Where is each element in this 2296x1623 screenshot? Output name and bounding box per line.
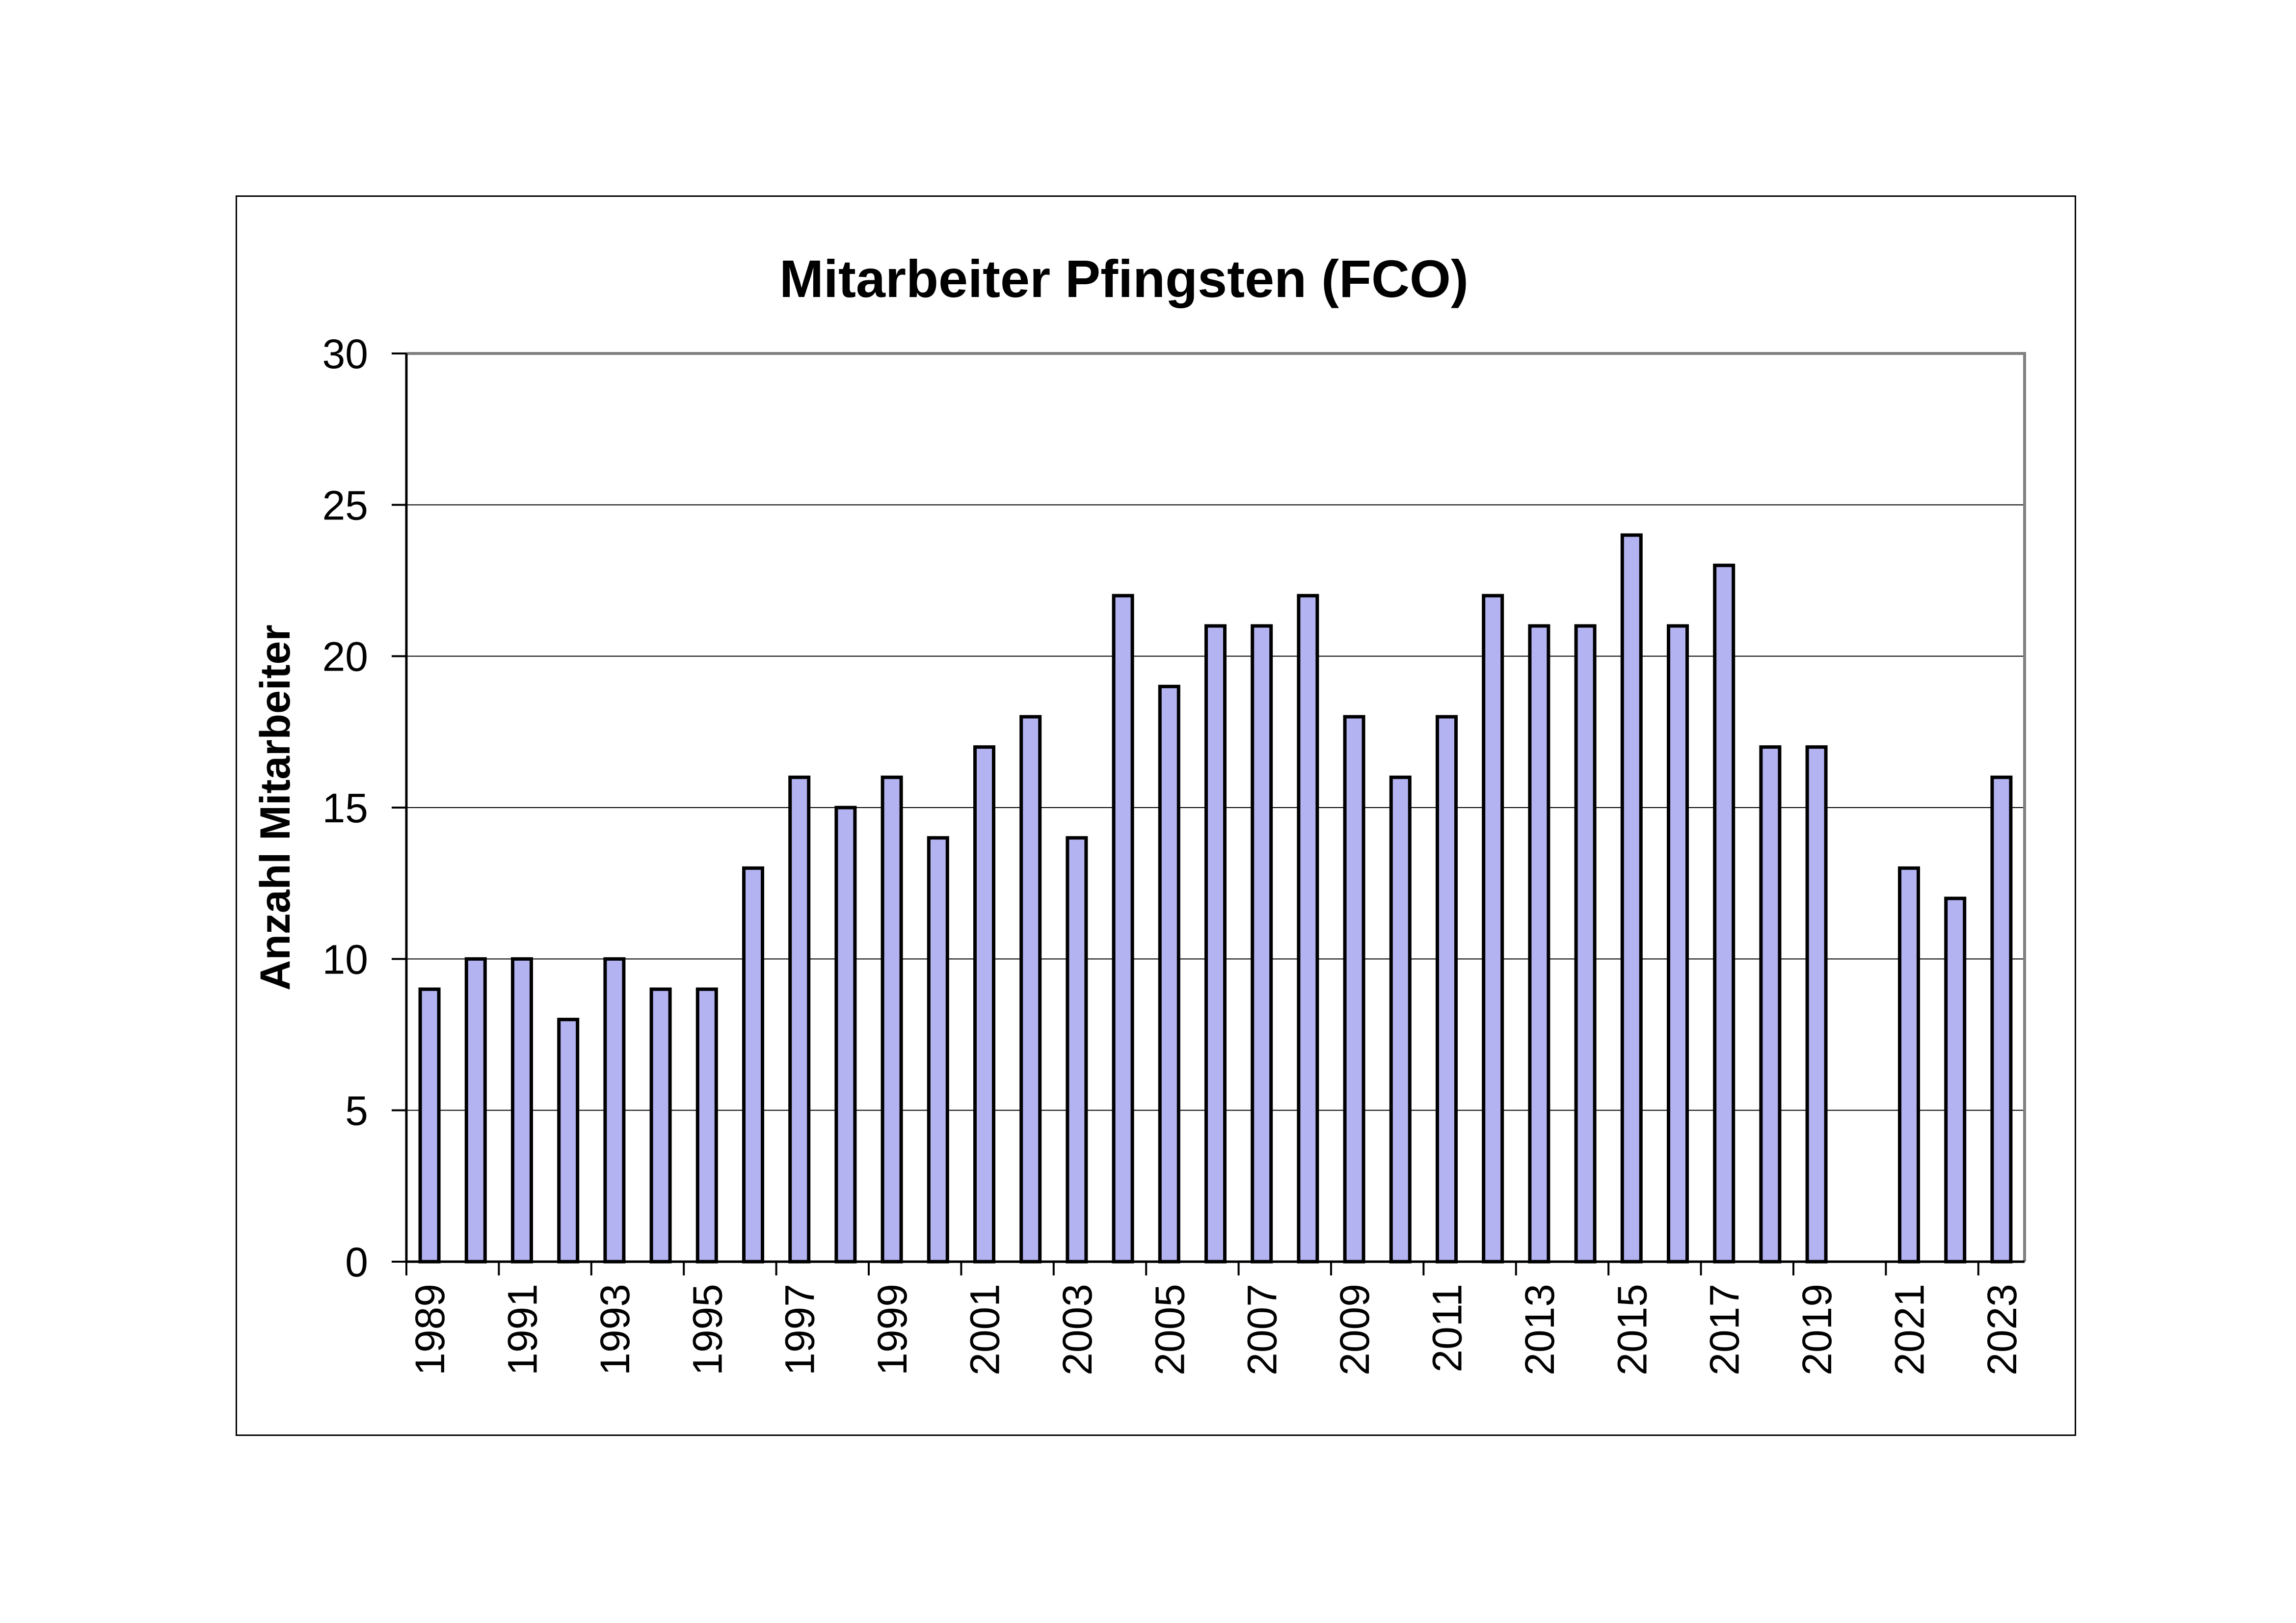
- bar: [927, 836, 949, 1264]
- bar: [511, 957, 533, 1264]
- bar: [1805, 745, 1828, 1264]
- bar: [1112, 594, 1134, 1264]
- bar: [742, 866, 764, 1264]
- x-tick-label: 2001: [962, 1284, 1008, 1376]
- x-tick-label: 2019: [1794, 1284, 1840, 1376]
- bar: [1898, 866, 1920, 1264]
- x-tick-label: 2007: [1239, 1284, 1285, 1376]
- bar: [834, 806, 857, 1264]
- plot-area-border: [406, 352, 2026, 1262]
- bar: [788, 775, 811, 1264]
- bar: [1066, 836, 1088, 1264]
- bar: [418, 987, 441, 1264]
- x-tick-label: 1993: [592, 1284, 638, 1376]
- chart-title: Mitarbeiter Pfingsten (FCO): [779, 249, 1468, 308]
- bar: [695, 987, 718, 1264]
- y-tick-labels: 0 5 10 15 20 25 30: [322, 331, 368, 1285]
- x-tick-label: 2013: [1517, 1284, 1563, 1376]
- bar: [1389, 775, 1412, 1264]
- bar: [1343, 715, 1365, 1264]
- bar: [1019, 715, 1042, 1264]
- bar: [1251, 624, 1273, 1264]
- x-tick-label: 2011: [1424, 1284, 1470, 1373]
- bar: [1436, 715, 1458, 1264]
- x-tick-label: 2003: [1054, 1284, 1100, 1376]
- bars: [418, 533, 2013, 1264]
- y-tick-label: 20: [322, 634, 368, 680]
- y-tick-label: 25: [322, 482, 368, 528]
- bar: [1482, 594, 1504, 1264]
- x-tick-label: 2017: [1702, 1284, 1748, 1376]
- bar: [1528, 624, 1550, 1264]
- bar: [1620, 533, 1643, 1264]
- x-tick-labels: 1989 1991 1993 1995 1997 1999 2001 2003 2005 2007…: [407, 1284, 2025, 1376]
- bar: [1990, 775, 2013, 1264]
- bar: [649, 987, 672, 1264]
- bar: [1667, 624, 1689, 1264]
- x-tick-label: 2015: [1609, 1284, 1655, 1376]
- x-tick-label: 1995: [684, 1284, 730, 1376]
- bar: [1297, 594, 1319, 1264]
- y-tick-label: 10: [322, 936, 368, 982]
- axes: [392, 352, 2026, 1275]
- y-tick-label: 30: [322, 331, 368, 377]
- y-axis-title: Anzahl Mitarbeiter: [252, 624, 299, 990]
- x-tick-label: 2021: [1887, 1284, 1933, 1376]
- bar: [881, 775, 903, 1264]
- bar: [973, 745, 995, 1264]
- y-tick-label: 0: [345, 1239, 368, 1285]
- x-tick-label: 2005: [1147, 1284, 1193, 1376]
- x-tick-label: 1997: [777, 1284, 823, 1376]
- y-tick-label: 15: [322, 785, 368, 831]
- x-tick-label: 1989: [407, 1284, 453, 1376]
- bar: [1204, 624, 1227, 1264]
- bar: [1158, 684, 1180, 1264]
- bar: [557, 1018, 580, 1264]
- x-tick-label: 2009: [1332, 1284, 1378, 1376]
- bar: [1759, 745, 1782, 1264]
- x-tick-label: 1999: [869, 1284, 915, 1376]
- x-tick-label: 2023: [1979, 1284, 2025, 1376]
- bar: [1944, 896, 1967, 1264]
- bar: [464, 957, 487, 1264]
- bar: [1713, 564, 1735, 1264]
- y-tick-label: 5: [345, 1088, 368, 1134]
- bar: [1574, 624, 1597, 1264]
- bar: [603, 957, 626, 1264]
- x-tick-label: 1991: [500, 1284, 546, 1376]
